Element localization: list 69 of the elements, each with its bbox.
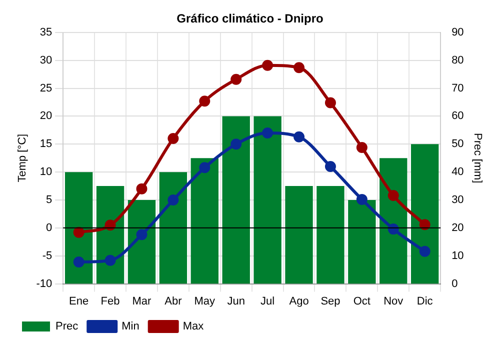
bar bbox=[254, 116, 282, 284]
point bbox=[262, 127, 274, 138]
bar bbox=[348, 200, 376, 284]
point bbox=[136, 229, 148, 240]
y-tick-label: 15 bbox=[40, 138, 52, 150]
point bbox=[356, 194, 368, 205]
bar bbox=[222, 116, 250, 284]
y-tick-label: -5 bbox=[42, 250, 52, 262]
x-tick-label: May bbox=[194, 295, 216, 308]
point bbox=[168, 133, 179, 144]
y2-tick-label: 60 bbox=[452, 110, 464, 122]
bar bbox=[316, 186, 344, 284]
x-tick-label: Ene bbox=[69, 295, 89, 308]
y2-tick-label: 10 bbox=[452, 250, 464, 262]
bar bbox=[285, 186, 313, 284]
point bbox=[324, 160, 336, 172]
bar bbox=[159, 172, 188, 284]
legend-label: Max bbox=[182, 320, 204, 333]
legend-label: Prec bbox=[56, 320, 79, 333]
y-tick-label: 5 bbox=[46, 194, 52, 206]
point bbox=[356, 142, 368, 153]
x-tick-label: Abr bbox=[164, 295, 182, 308]
y-tick-label: 35 bbox=[40, 26, 52, 38]
point bbox=[419, 219, 430, 230]
point bbox=[73, 226, 84, 238]
bar bbox=[64, 172, 93, 284]
y2-axis-title: Prec [mm] bbox=[471, 133, 484, 184]
point bbox=[230, 138, 242, 150]
y2-tick-label: 80 bbox=[452, 54, 464, 66]
point bbox=[262, 60, 274, 71]
y-tick-label: 0 bbox=[46, 222, 52, 234]
y-tick-label: 10 bbox=[40, 166, 52, 178]
bar bbox=[410, 144, 439, 284]
y2-tick-label: 30 bbox=[452, 194, 464, 206]
y2-tick-label: 0 bbox=[452, 278, 458, 290]
point bbox=[419, 246, 430, 257]
y2-tick-label: 50 bbox=[452, 138, 464, 150]
point bbox=[136, 183, 148, 194]
x-tick-label: Oct bbox=[353, 295, 370, 308]
y-tick-label: 25 bbox=[40, 82, 52, 94]
y-tick-label: -10 bbox=[36, 278, 52, 290]
point bbox=[388, 190, 399, 202]
y2-tick-label: 90 bbox=[452, 26, 464, 38]
y2-tick-label: 70 bbox=[452, 82, 464, 94]
x-tick-label: Dic bbox=[416, 295, 434, 308]
x-tick-label: Ago bbox=[289, 295, 309, 308]
x-tick-label: Nov bbox=[384, 295, 404, 308]
x-tick-label: Sep bbox=[320, 295, 340, 308]
point bbox=[324, 97, 336, 108]
x-tick-label: Feb bbox=[100, 295, 120, 308]
y-tick-label: 30 bbox=[40, 54, 52, 66]
point bbox=[73, 256, 84, 268]
point bbox=[230, 74, 242, 85]
x-tick-label: Mar bbox=[132, 295, 152, 308]
x-tick-label: Jul bbox=[260, 295, 275, 308]
point bbox=[199, 96, 210, 107]
y-axis-title: Temp [°C] bbox=[16, 134, 29, 182]
point bbox=[168, 194, 179, 206]
point bbox=[104, 254, 116, 266]
point bbox=[199, 162, 210, 174]
point bbox=[294, 131, 305, 142]
x-tick-label: Jun bbox=[227, 295, 245, 308]
y-tick-label: 20 bbox=[40, 110, 52, 122]
point bbox=[294, 62, 305, 74]
y2-tick-label: 40 bbox=[452, 166, 464, 178]
y2-tick-label: 20 bbox=[452, 222, 464, 234]
chart-title: Gráfico climático - Dnipro bbox=[176, 12, 324, 26]
bar bbox=[190, 158, 218, 284]
legend-label: Min bbox=[122, 320, 140, 333]
